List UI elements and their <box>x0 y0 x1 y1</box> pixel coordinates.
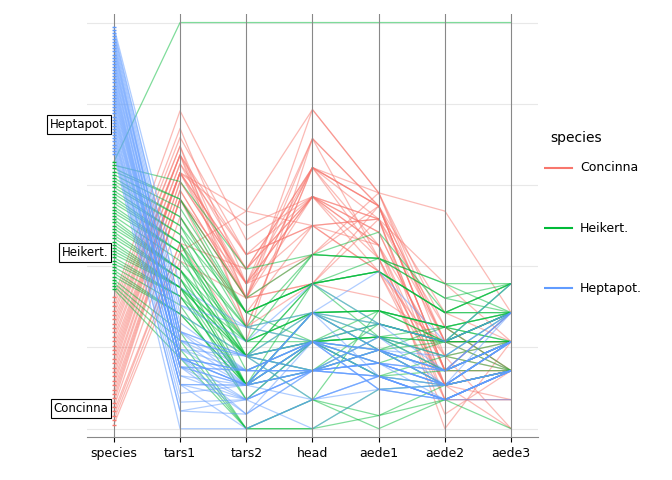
Text: Concinna: Concinna <box>54 402 109 415</box>
Text: Heikert.: Heikert. <box>62 246 109 259</box>
Text: Heptapot.: Heptapot. <box>50 118 109 131</box>
Text: Heikert.: Heikert. <box>580 221 629 235</box>
Text: Heptapot.: Heptapot. <box>580 282 642 295</box>
Text: Concinna: Concinna <box>580 161 638 174</box>
Text: species: species <box>551 131 602 145</box>
